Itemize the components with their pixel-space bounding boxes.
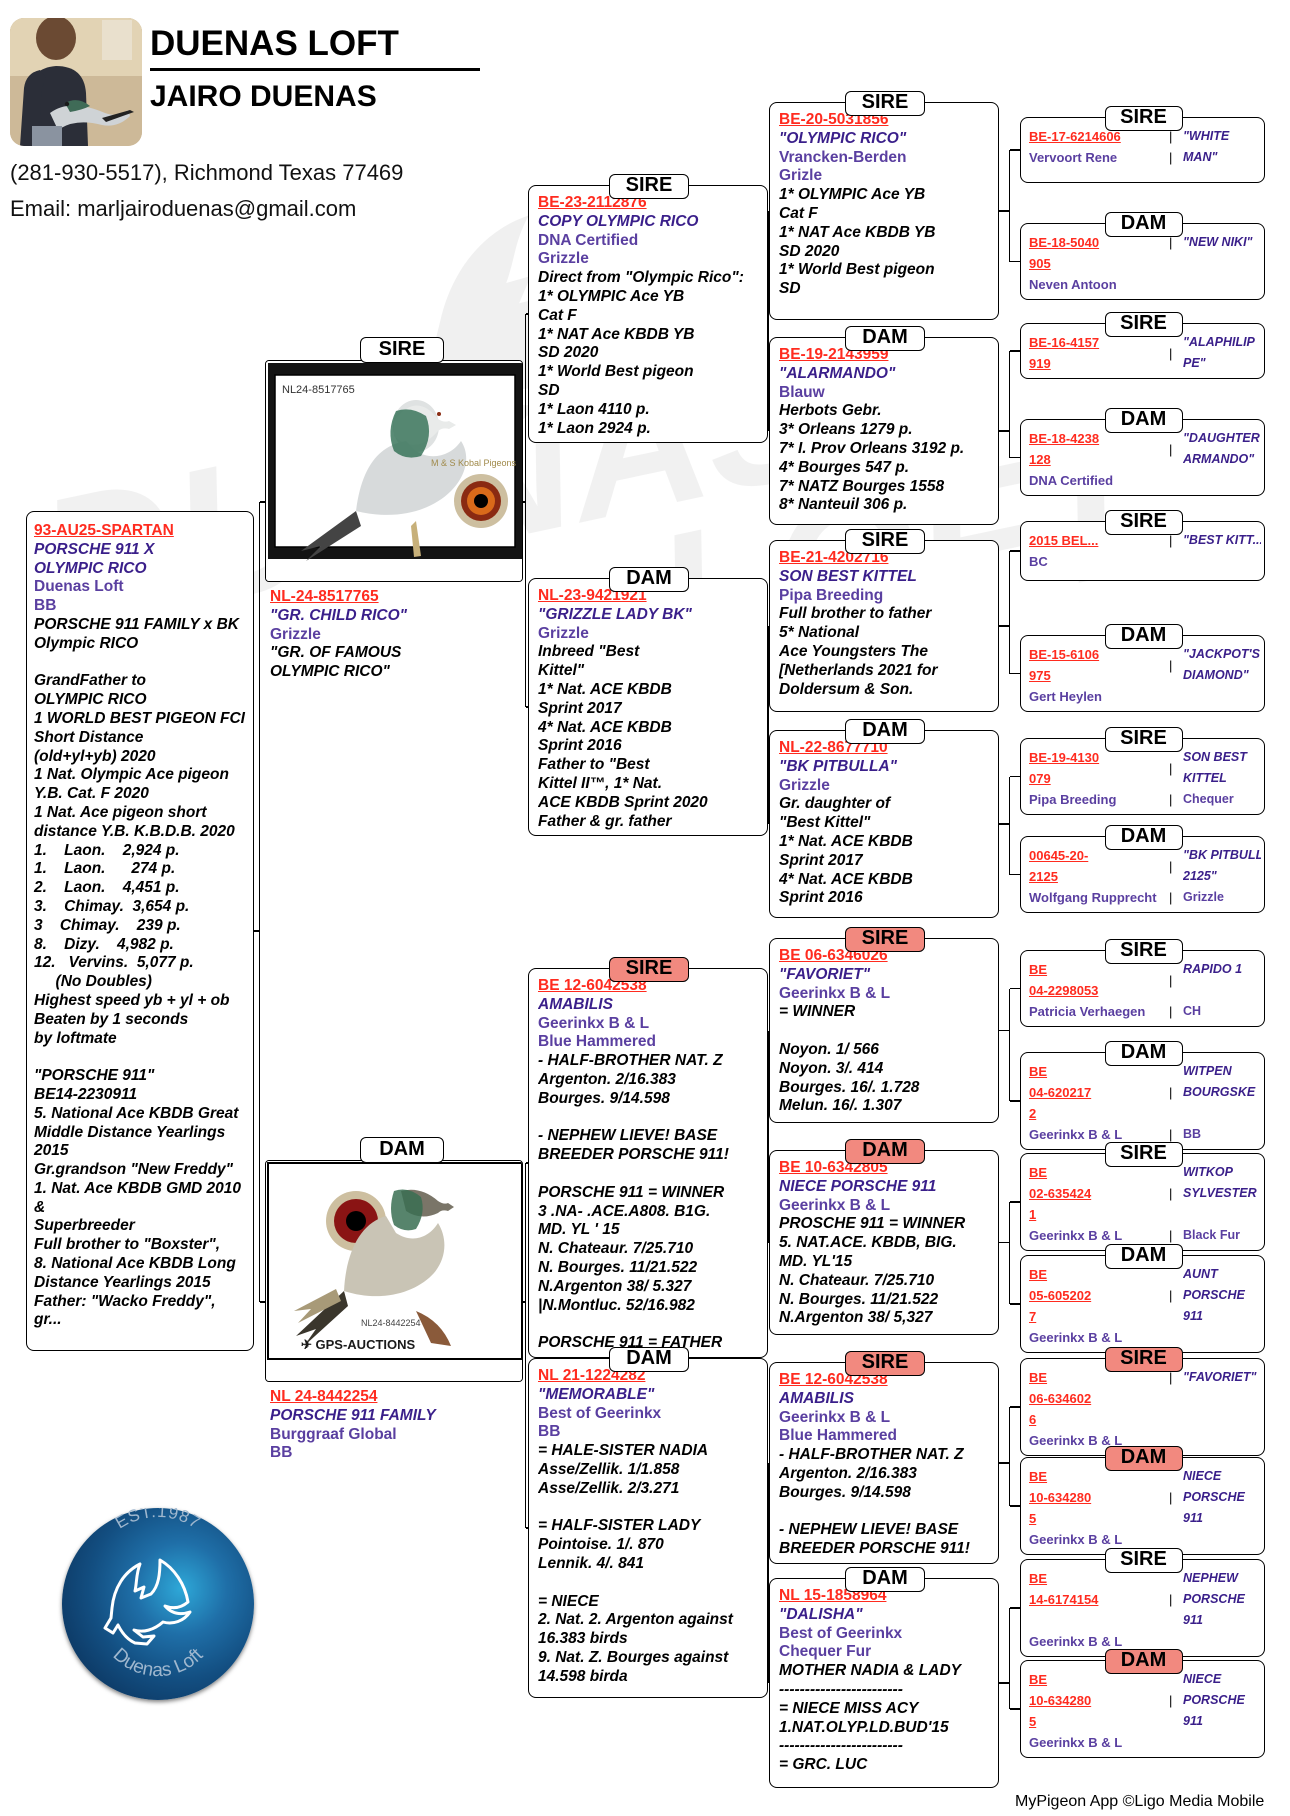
svg-text:NL24-8517765: NL24-8517765 <box>282 384 355 396</box>
svg-text:M & S Kobal Pigeons: M & S Kobal Pigeons <box>431 458 517 468</box>
svg-text:✈ GPS-AUCTIONS: ✈ GPS-AUCTIONS <box>301 1337 416 1352</box>
svg-text:Duenas Loft: Duenas Loft <box>109 1644 208 1681</box>
svg-text:NL24-8442254: NL24-8442254 <box>361 1318 421 1328</box>
svg-text:EST.1987: EST.1987 <box>112 1508 204 1533</box>
